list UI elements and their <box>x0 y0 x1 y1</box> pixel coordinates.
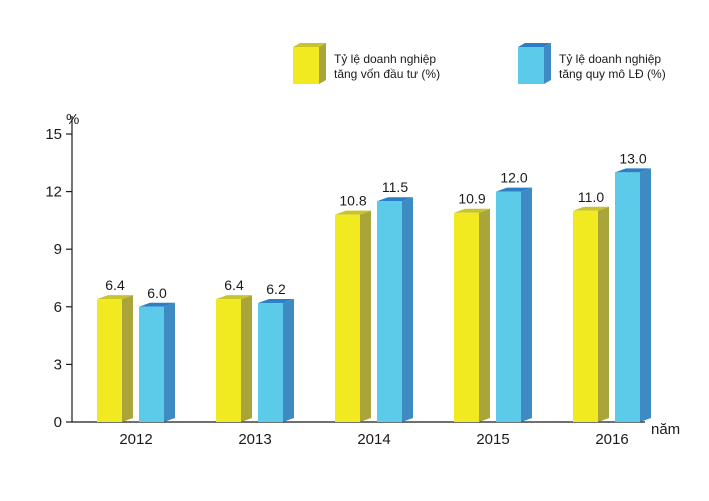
bar-side-s2-2012 <box>164 302 175 422</box>
bar-s2-2014 <box>377 201 402 422</box>
y-tick-label: 6 <box>54 299 62 316</box>
bar-top-s2-2015 <box>496 187 532 192</box>
bar-side-s1-2012 <box>122 295 133 422</box>
y-tick-label: 3 <box>54 356 62 373</box>
data-label-s2-2016: 13.0 <box>619 150 646 166</box>
data-label-s1-2015: 10.9 <box>458 191 485 207</box>
legend-swatch-side-s1 <box>319 43 326 84</box>
x-tick-label: 2013 <box>238 431 271 448</box>
data-label-s1-2012: 6.4 <box>105 277 125 293</box>
bar-top-s1-2014 <box>335 210 371 215</box>
x-tick-label: 2016 <box>595 431 628 448</box>
bar-top-s1-2015 <box>454 208 490 213</box>
data-label-s1-2016: 11.0 <box>578 189 604 205</box>
y-axis-unit-label: % <box>66 111 79 128</box>
bar-top-s2-2016 <box>615 168 651 173</box>
x-tick-label: 2012 <box>119 431 152 448</box>
bar-top-s1-2016 <box>573 206 609 211</box>
bar-side-s2-2015 <box>521 187 532 422</box>
bar-side-s1-2015 <box>479 208 490 422</box>
bar-s1-2013 <box>216 299 241 422</box>
legend-swatch-side-s2 <box>544 43 551 84</box>
data-label-s2-2012: 6.0 <box>147 285 167 301</box>
bar-s1-2016 <box>573 210 598 422</box>
data-label-s2-2014: 11.5 <box>382 179 408 195</box>
y-tick-label: 12 <box>45 184 62 201</box>
x-tick-label: 2015 <box>476 431 509 448</box>
bar-top-s2-2013 <box>258 298 294 303</box>
bar-s2-2013 <box>258 302 283 422</box>
legend-swatch-top-s2 <box>518 43 551 47</box>
data-label-s2-2015: 12.0 <box>500 170 527 186</box>
bar-s1-2012 <box>97 299 122 422</box>
legend-swatch-s1 <box>293 47 319 84</box>
bar-top-s1-2012 <box>97 295 133 300</box>
y-tick-label: 15 <box>45 126 62 143</box>
legend-swatch-s2 <box>518 47 544 84</box>
bar-top-s2-2012 <box>139 302 175 307</box>
bar-s2-2016 <box>615 172 640 422</box>
bar-s1-2015 <box>454 212 479 422</box>
y-tick-label: 0 <box>54 414 62 431</box>
bar-s2-2015 <box>496 191 521 422</box>
bar-side-s2-2016 <box>640 168 651 422</box>
legend-label-s2-line1: Tỷ lệ doanh nghiệp <box>559 52 661 66</box>
bar-side-s2-2013 <box>283 298 294 422</box>
bar-side-s2-2014 <box>402 197 413 422</box>
x-tick-label: 2014 <box>357 431 390 448</box>
bar-side-s1-2014 <box>360 210 371 422</box>
data-label-s1-2013: 6.4 <box>224 277 244 293</box>
data-label-s1-2014: 10.8 <box>339 193 366 209</box>
bar-side-s1-2016 <box>598 206 609 422</box>
bar-top-s2-2014 <box>377 197 413 202</box>
data-label-s2-2013: 6.2 <box>266 281 286 297</box>
legend-label-s1-line2: tăng vốn đầu tư (%) <box>334 67 440 81</box>
x-axis-label: năm <box>651 421 680 438</box>
bar-s2-2012 <box>139 306 164 422</box>
bar-s1-2014 <box>335 214 360 422</box>
bar-top-s1-2013 <box>216 295 252 300</box>
legend-swatch-top-s1 <box>293 43 326 47</box>
legend-label-s2-line2: tăng quy mô LĐ (%) <box>559 67 666 81</box>
bar-side-s1-2013 <box>241 295 252 422</box>
y-tick-label: 9 <box>54 241 62 258</box>
legend-label-s1-line1: Tỷ lệ doanh nghiệp <box>334 52 436 66</box>
